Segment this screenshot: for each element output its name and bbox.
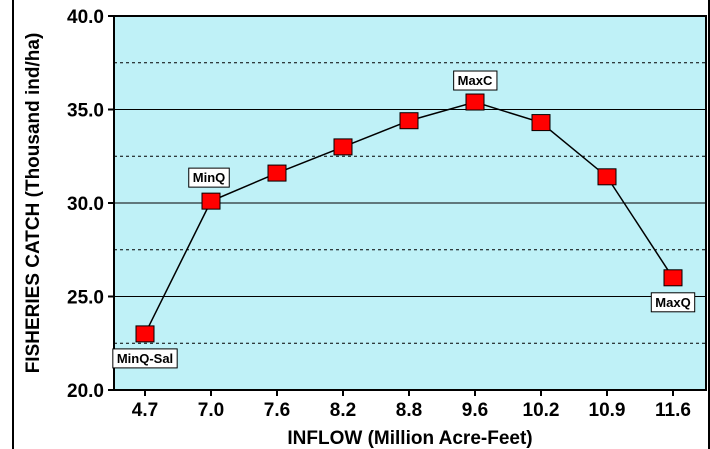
x-tick-label: 7.6 — [264, 400, 290, 421]
y-axis-title: FISHERIES CATCH (Thousand ind/ha) — [23, 33, 44, 374]
x-tick-label: 8.2 — [330, 400, 356, 421]
annotation-text: MaxQ — [655, 295, 690, 310]
data-point-marker — [135, 325, 155, 343]
annotation-box — [453, 70, 498, 91]
annotation-box — [650, 292, 696, 313]
annotation-box — [188, 167, 230, 188]
y-axis-ticks: 20.0 25.0 30.0 35.0 40.0 — [67, 7, 114, 402]
x-tick-label: 10.9 — [589, 400, 626, 421]
x-tick-label: 10.2 — [523, 400, 560, 421]
x-tick-label: 11.6 — [655, 400, 691, 421]
data-point-marker — [399, 112, 419, 130]
data-point-marker — [597, 168, 617, 186]
series-line — [135, 93, 683, 343]
y-tick-label: 20.0 — [67, 381, 104, 402]
data-point-marker — [465, 93, 485, 111]
annotation-label: MaxQ — [650, 292, 696, 313]
x-tick-label: 4.7 — [132, 400, 158, 421]
x-axis-title: INFLOW (Million Acre-Feet) — [287, 428, 532, 449]
x-tick-label: 8.8 — [396, 400, 422, 421]
x-tick-label: 9.6 — [462, 400, 488, 421]
annotation-text: MaxC — [458, 73, 493, 88]
annotation-text: MinQ-Sal — [117, 351, 173, 366]
annotation-label: MaxC — [453, 70, 498, 91]
data-point-marker — [663, 269, 683, 287]
annotations: MinQ-Sal MinQ MaxC MaxQ — [112, 70, 696, 369]
annotation-label: MinQ — [188, 167, 230, 188]
x-axis-ticks: 4.7 7.0 7.6 8.2 8.8 9.6 10.2 10.9 11.6 — [132, 390, 691, 421]
data-point-marker — [531, 114, 551, 132]
y-tick-label: 25.0 — [67, 288, 104, 309]
y-tick-label: 35.0 — [67, 101, 104, 122]
y-tick-label: 30.0 — [67, 194, 104, 215]
annotation-label: MinQ-Sal — [112, 348, 178, 369]
data-point-marker — [201, 192, 221, 210]
annotation-box — [112, 348, 178, 369]
data-point-marker — [333, 138, 353, 156]
annotation-text: MinQ — [193, 170, 226, 185]
data-point-marker — [267, 164, 287, 182]
y-tick-label: 40.0 — [67, 7, 104, 28]
x-tick-label: 7.0 — [198, 400, 224, 421]
